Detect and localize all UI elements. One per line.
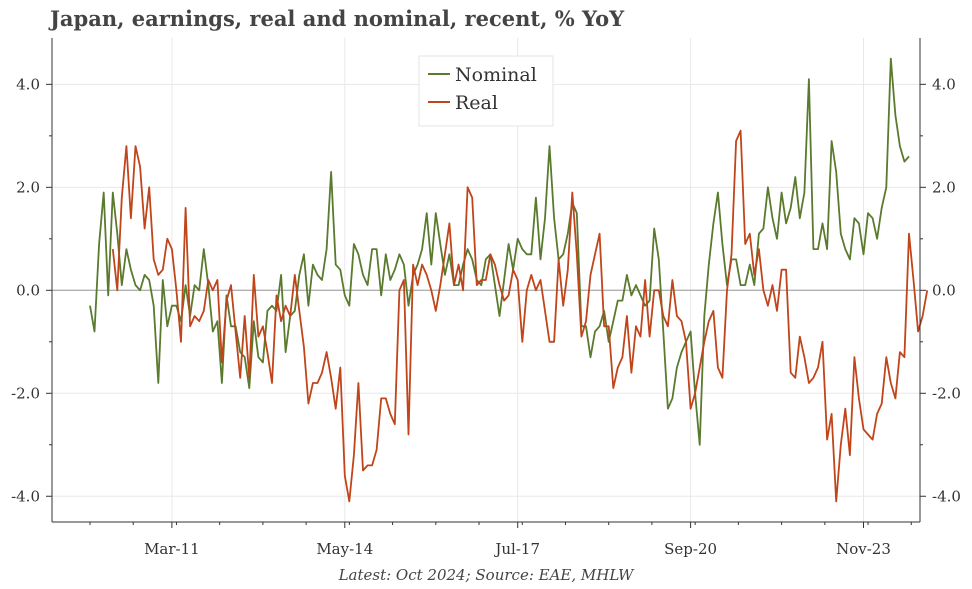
y-tick-label-left: -4.0 [11,487,40,505]
series-line-nominal [89,57,910,446]
x-tick-label: Nov-23 [836,540,891,558]
legend-label-nominal: Nominal [455,64,537,86]
y-tick-label-right: 4.0 [932,75,956,93]
y-tick-label-right: -2.0 [932,384,961,402]
legend-label-real: Real [455,92,498,114]
x-tick-label: May-14 [316,540,373,558]
series-layer [89,57,929,503]
y-tick-label-left: -2.0 [11,384,40,402]
y-tick-label-left: 0.0 [16,281,40,299]
y-tick-label-right: 0.0 [932,281,956,299]
y-tick-label-left: 2.0 [16,178,40,196]
legend-box [418,55,554,127]
y-tick-label-right: 2.0 [932,178,956,196]
legend: Nominal Real [418,55,554,127]
series-line-real [111,129,929,503]
axis-layer: 4.0 4.0 2.0 2.0 0.0 0.0 -2.0 -2.0 -4.0 -4.0 Mar-11… [11,38,961,558]
x-tick-label: Jul-17 [493,540,540,558]
y-tick-label-right: -4.0 [932,487,961,505]
y-tick-label-left: 4.0 [16,75,40,93]
chart-title: Japan, earnings, real and nominal, recen… [50,6,625,31]
source-footnote: Latest: Oct 2024; Source: EAE, MHLW [338,566,634,584]
x-tick-label: Sep-20 [664,540,717,558]
x-tick-label: Mar-11 [144,540,200,558]
